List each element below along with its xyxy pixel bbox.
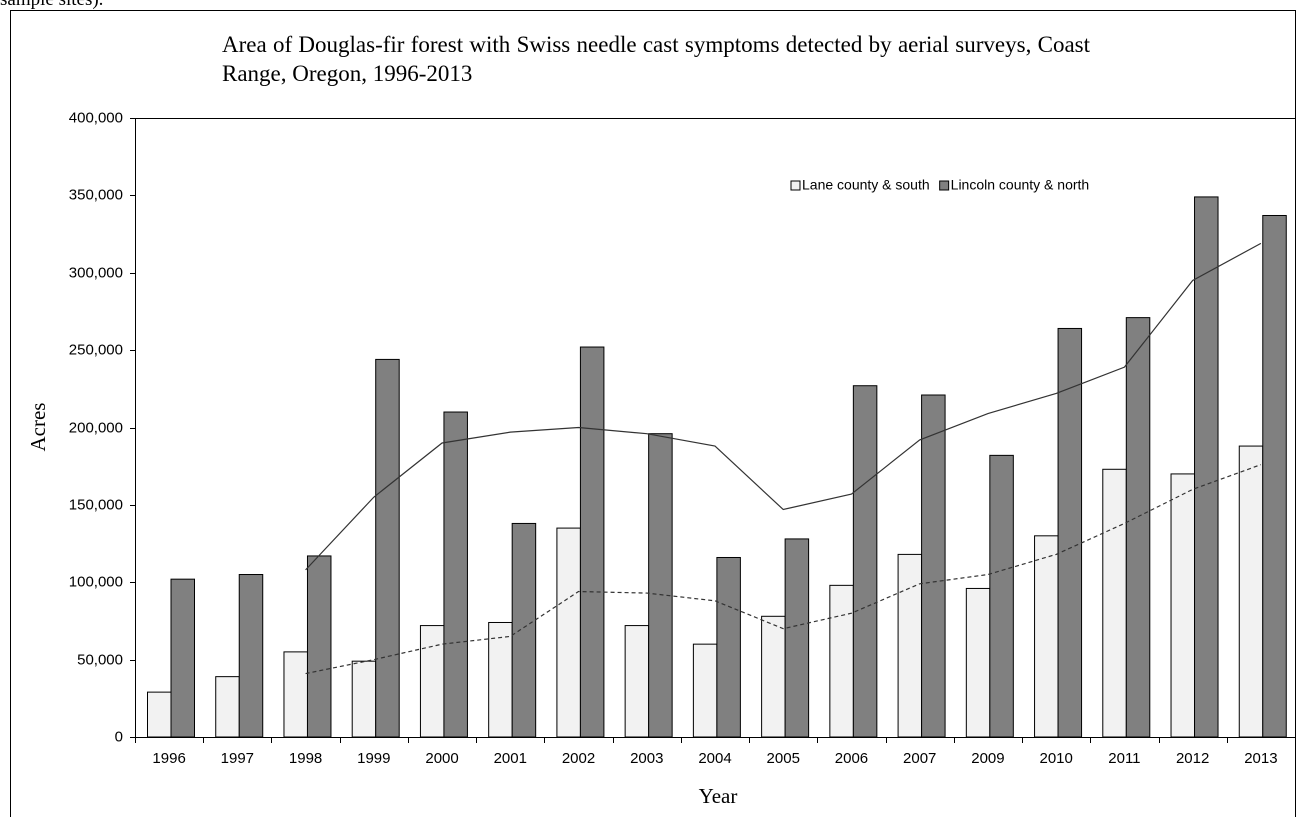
legend-swatch — [939, 180, 950, 191]
y-axis-label: Acres — [26, 403, 50, 452]
y-tick-label: 100,000 — [69, 573, 123, 590]
x-tick-label: 2009 — [971, 750, 1004, 767]
x-axis-label: Year — [699, 784, 738, 808]
x-tick-label: 2012 — [1176, 750, 1209, 767]
bar — [624, 625, 650, 738]
bar — [965, 587, 991, 738]
legend-swatch — [790, 180, 801, 191]
bar — [648, 433, 673, 738]
bar — [351, 660, 377, 738]
bar — [238, 574, 264, 738]
chart-title: Area of Douglas-fir forest with Swiss ne… — [222, 32, 1090, 86]
bar — [1034, 535, 1059, 738]
x-tick-label: 1997 — [221, 750, 254, 767]
bar — [921, 394, 946, 738]
legend-label: Lane county & south — [802, 177, 930, 193]
bar — [989, 454, 1014, 738]
x-tick-label: 2005 — [767, 750, 800, 767]
x-tick-label: 1996 — [152, 750, 185, 767]
bar — [829, 584, 854, 738]
bar — [1238, 445, 1264, 738]
bar — [1170, 473, 1196, 738]
bar — [443, 411, 468, 738]
y-tick-label: 50,000 — [77, 651, 123, 668]
bar — [170, 578, 195, 738]
x-tick-label: 1998 — [289, 750, 322, 767]
x-tick-label: 2004 — [698, 750, 731, 767]
bar — [761, 615, 786, 738]
bar — [511, 522, 537, 738]
y-tick-label: 400,000 — [69, 109, 123, 126]
bar — [215, 676, 240, 738]
bar — [1262, 214, 1287, 738]
x-tick-label: 2010 — [1039, 750, 1072, 767]
trend-line — [305, 242, 1262, 571]
bar — [1125, 317, 1151, 738]
x-tick-label: 1999 — [357, 750, 390, 767]
bar — [1194, 196, 1219, 738]
bar — [579, 346, 605, 738]
chart-frame — [10, 10, 1296, 817]
page-fragment: sample sites). — [0, 0, 103, 11]
x-tick-label: 2001 — [494, 750, 527, 767]
bar — [556, 527, 581, 738]
y-tick-label: 250,000 — [69, 341, 123, 358]
x-tick-label: 2013 — [1244, 750, 1277, 767]
y-tick-label: 200,000 — [69, 419, 123, 436]
y-tick-label: 350,000 — [69, 186, 123, 203]
bar — [784, 538, 810, 738]
x-tick-label: 2006 — [835, 750, 868, 767]
bar — [488, 621, 513, 738]
legend-label: Lincoln county & north — [951, 177, 1090, 193]
bar — [1057, 327, 1083, 738]
x-tick-label: 2000 — [425, 750, 458, 767]
bar — [419, 625, 445, 738]
x-tick-label: 2002 — [562, 750, 595, 767]
bar — [852, 385, 878, 738]
bar — [283, 651, 308, 738]
bar — [147, 691, 172, 738]
bar — [716, 556, 741, 738]
y-tick-label: 150,000 — [69, 496, 123, 513]
bar — [375, 358, 400, 738]
x-tick-label: 2011 — [1108, 750, 1140, 767]
bar — [692, 643, 718, 738]
bar — [1102, 468, 1127, 738]
bar — [306, 555, 332, 738]
bar — [897, 553, 923, 738]
y-tick-label: 300,000 — [69, 264, 123, 281]
trend-line — [305, 464, 1262, 675]
x-tick-label: 2003 — [630, 750, 663, 767]
x-tick-label: 2007 — [903, 750, 936, 767]
y-tick-label: 0 — [115, 728, 123, 745]
